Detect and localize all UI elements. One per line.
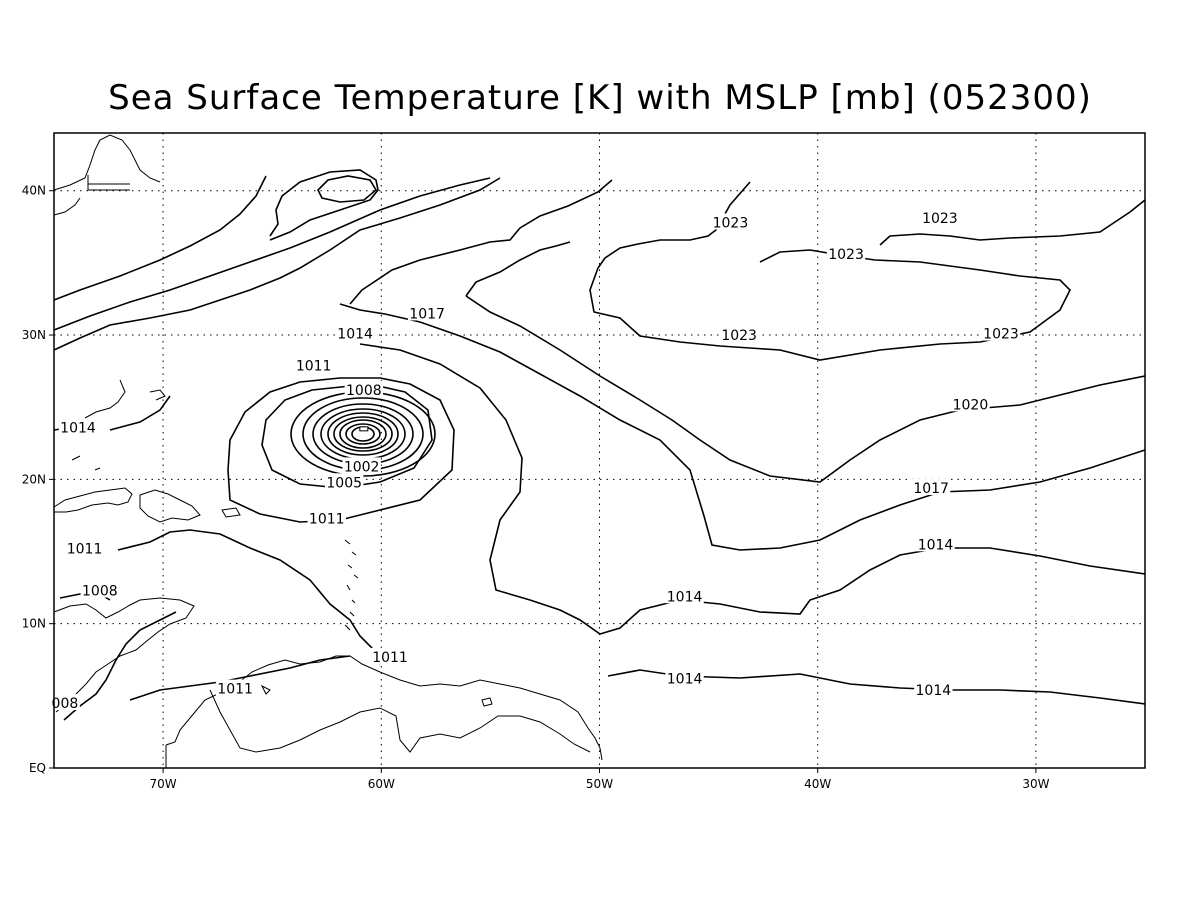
contour-label-bg xyxy=(719,326,759,343)
coastline-cuba xyxy=(53,487,133,513)
coastline-venezuela-islands xyxy=(260,684,493,707)
storm-center-marker xyxy=(359,426,369,432)
contour-label: 1014 xyxy=(918,537,954,553)
contour-label-bg xyxy=(342,457,381,474)
axis-ticks: 70W 60W 50W 40W 30W EQ 10N 20N 30N 40N xyxy=(22,184,1050,791)
contour-label: 1023 xyxy=(721,328,757,344)
contour-storm-ring-1 xyxy=(290,391,436,477)
contour-label: 1011 xyxy=(296,358,332,374)
contour-label-bg xyxy=(951,395,990,412)
contour-closed-high-north xyxy=(317,175,378,203)
contour-label-bg xyxy=(665,587,704,604)
lat-tick-label: 10N xyxy=(22,617,46,631)
contour-label: 1002 xyxy=(344,459,380,475)
contour-1020 xyxy=(349,179,1146,483)
lat-tick-label: 40N xyxy=(22,184,46,198)
gridlines xyxy=(54,133,1145,768)
lon-tick-label: 40W xyxy=(804,777,831,791)
contour-label: 1023 xyxy=(922,211,958,227)
contour-label-bg xyxy=(325,473,364,490)
contour-storm-ring-9 xyxy=(351,426,375,442)
contour-label: 1014 xyxy=(667,589,703,605)
contour-label-bg xyxy=(665,669,704,686)
lon-tick-label: 60W xyxy=(368,777,395,791)
contour-label: 1008 xyxy=(346,383,382,399)
contour-label: 1014 xyxy=(667,672,703,688)
contour-label-bg xyxy=(981,324,1021,341)
contour-label-bg xyxy=(50,694,80,711)
contour-label-bg xyxy=(914,681,953,698)
contour-label: 1017 xyxy=(409,306,445,322)
contour-label-bg xyxy=(911,479,951,496)
contour-1014 xyxy=(53,177,1146,705)
map-title: Sea Surface Temperature [K] with MSLP [m… xyxy=(108,78,1092,118)
contour-label: 1017 xyxy=(913,481,949,497)
contour-label: 1008 xyxy=(82,583,118,599)
coastline-puerto-rico xyxy=(221,507,241,518)
contour-storm-ring-4 xyxy=(320,408,406,460)
contour-label: 1023 xyxy=(713,215,749,231)
contour-label-bg xyxy=(407,304,447,321)
contour-storm-ring-3 xyxy=(312,403,414,465)
contour-labels: 1023 1023 1023 1023 1023 1017 1014 1011 1008 1005… xyxy=(50,209,1021,712)
contour-label: 008 xyxy=(52,696,79,712)
lat-tick-label: 20N xyxy=(22,472,46,486)
coastline-lesser-antilles xyxy=(344,539,359,631)
contour-label-bg xyxy=(335,324,375,341)
coastline-north-america xyxy=(53,134,161,216)
coastline-south-america xyxy=(165,655,603,768)
contour-label-bg xyxy=(370,647,410,664)
lat-tick-label: 30N xyxy=(22,328,46,342)
contour-label: 1014 xyxy=(916,683,952,699)
contour-1023-east xyxy=(879,199,1146,246)
coastline-central-america xyxy=(53,597,195,713)
contour-label-bg xyxy=(344,380,384,397)
lon-tick-label: 70W xyxy=(150,777,177,791)
contour-label: 1014 xyxy=(337,327,373,343)
lon-tick-label: 50W xyxy=(586,777,613,791)
contour-label-bg xyxy=(294,356,333,373)
contour-label: 1011 xyxy=(309,511,345,527)
contour-label-bg xyxy=(58,418,98,435)
contour-label: 1005 xyxy=(326,475,362,491)
contour-storm-ring-2 xyxy=(302,397,424,471)
contour-label: 1011 xyxy=(67,542,103,558)
contour-label-bg xyxy=(80,581,120,598)
contour-1017 xyxy=(339,303,1146,551)
contour-label-bg xyxy=(215,679,255,696)
map-frame xyxy=(53,132,1146,769)
contour-label: 1023 xyxy=(828,247,864,263)
contour-1011-south xyxy=(117,529,381,701)
lat-tick-label: EQ xyxy=(29,761,46,775)
contour-label-bg xyxy=(307,509,346,526)
contour-label-bg xyxy=(826,245,866,262)
contour-storm-ring-6 xyxy=(333,416,393,452)
contour-label-bg xyxy=(65,539,104,556)
contour-label-bg xyxy=(920,209,960,226)
contour-storm-ring-8 xyxy=(345,423,381,445)
contour-label: 1014 xyxy=(60,420,96,436)
contour-label: 1023 xyxy=(983,327,1019,343)
coastline-hispaniola xyxy=(139,489,201,523)
lon-tick-label: 30W xyxy=(1022,777,1049,791)
contour-label-bg xyxy=(916,535,955,552)
contour-northwest xyxy=(53,169,491,331)
contour-label: 1020 xyxy=(953,397,989,413)
contour-label: 1011 xyxy=(217,682,253,698)
contour-label-bg xyxy=(711,213,750,230)
contour-storm-ring-5 xyxy=(327,412,399,456)
contour-storm-ring-7 xyxy=(339,419,387,449)
contour-label: 1011 xyxy=(372,650,408,666)
